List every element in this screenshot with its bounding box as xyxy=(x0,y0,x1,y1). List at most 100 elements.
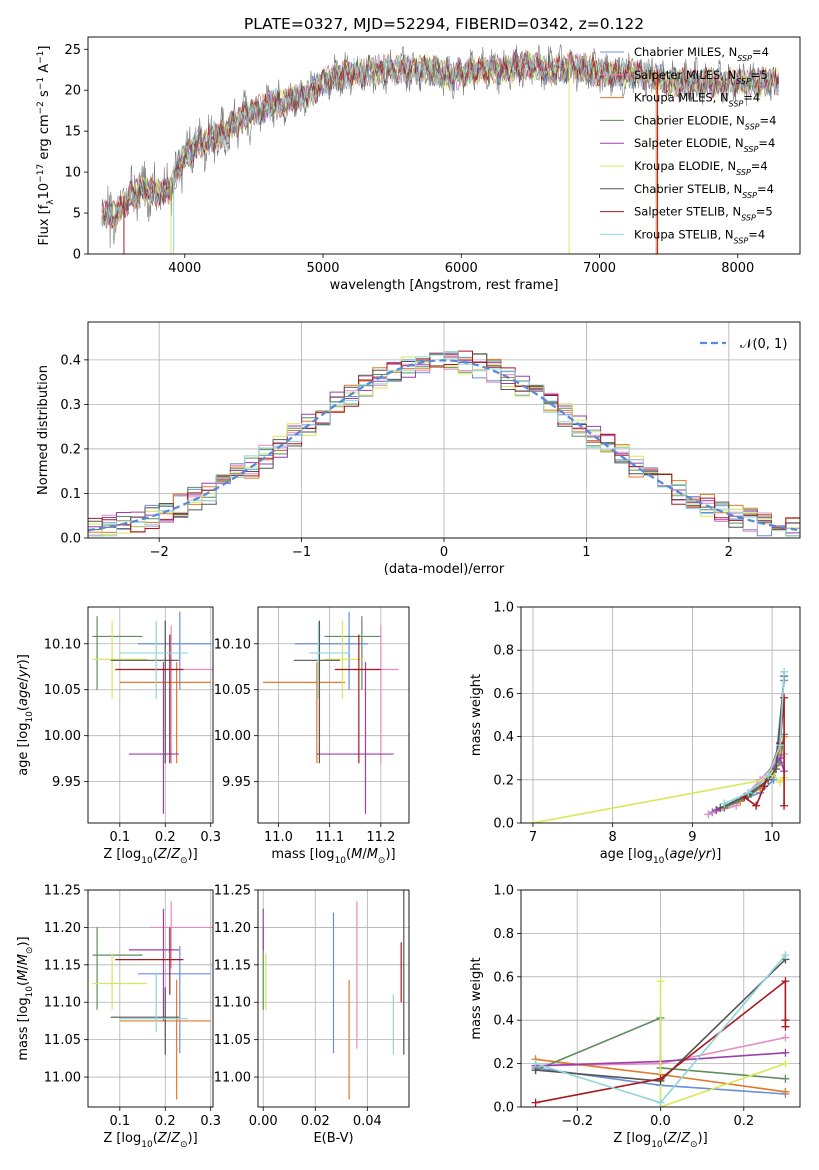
x-tick-label: −1 xyxy=(292,545,311,560)
y-tick-label: 0.4 xyxy=(493,730,514,745)
weight-marker xyxy=(781,1087,790,1096)
x-tick-label: 1 xyxy=(582,545,590,560)
y-tick-label: 11.20 xyxy=(44,921,81,936)
y-tick-label: 10.05 xyxy=(44,683,81,698)
y-axis-label: Normed distribution xyxy=(36,365,51,495)
x-tick-label: 0.1 xyxy=(109,1114,130,1129)
weight-marker xyxy=(780,801,789,810)
y-tick-label: 11.25 xyxy=(44,884,81,899)
x-tick-label: 0.0 xyxy=(650,1114,671,1129)
weight-line xyxy=(723,671,785,805)
y-tick-label: 1.0 xyxy=(493,884,514,899)
axes-frame xyxy=(257,889,410,1108)
axes-frame xyxy=(87,889,214,1108)
plot-area-age-vs-Z xyxy=(88,607,213,823)
x-tick-label: 11.1 xyxy=(315,830,344,845)
y-tick-label: 10.05 xyxy=(214,683,251,698)
legend-entry: 𝒩(0, 1) xyxy=(740,337,787,352)
axes-frame xyxy=(87,606,214,824)
axes-frame xyxy=(87,36,801,255)
x-tick-label: 0 xyxy=(440,545,448,560)
y-tick-label: 5 xyxy=(73,207,81,222)
y-tick-label: 10.10 xyxy=(214,637,251,652)
x-tick-label: 6000 xyxy=(445,261,478,276)
y-axis-label: age [log10(age/yr)] xyxy=(16,654,35,776)
axes-frame xyxy=(520,889,801,1108)
panel-age-vs-mass: 11.0 11.1 11.2 9.95 10.00 10.05 10.10 mass [log… xyxy=(214,606,410,866)
normal-curve xyxy=(88,359,798,532)
x-axis-label: age [log10(age/yr)] xyxy=(600,847,722,866)
x-tick-label: 0.1 xyxy=(109,830,130,845)
y-tick-label: 10 xyxy=(64,166,81,181)
x-tick-label: −2 xyxy=(150,545,169,560)
y-tick-label: 11.15 xyxy=(44,958,81,973)
y-tick-label: 0.1 xyxy=(60,487,81,502)
y-tick-label: 11.25 xyxy=(214,884,251,899)
y-tick-label: 11.05 xyxy=(214,1033,251,1048)
panel-weight-vs-age: 7 8 9 10 0.0 0.2 0.4 0.6 0.8 1.0 age [log10(age/yr… xyxy=(469,601,801,866)
y-tick-label: 1.0 xyxy=(493,601,514,616)
y-tick-label: 20 xyxy=(64,84,81,99)
x-tick-label: 8000 xyxy=(721,261,754,276)
y-tick-label: 0.2 xyxy=(493,1057,514,1072)
x-axis-label: (data-model)/error xyxy=(384,562,505,577)
x-tick-label: 0.00 xyxy=(249,1114,278,1129)
y-tick-label: 0.6 xyxy=(493,970,514,985)
x-tick-label: 0.2 xyxy=(155,1114,176,1129)
y-tick-label: 0.4 xyxy=(60,353,81,368)
weight-marker xyxy=(656,1098,665,1107)
y-tick-label: 11.00 xyxy=(214,1071,251,1086)
plot-area-age-vs-mass xyxy=(258,607,409,823)
y-tick-label: 0.0 xyxy=(60,532,81,547)
x-tick-label: 0.2 xyxy=(733,1114,754,1129)
weight-marker xyxy=(528,819,537,823)
panel-spectrum: 4000 5000 6000 7000 8000 0 5 10 15 20 25 wavelength… xyxy=(36,36,801,293)
x-tick-label: 11.2 xyxy=(366,830,395,845)
weight-marker xyxy=(716,803,725,812)
weight-marker xyxy=(776,741,785,750)
y-axis-label: mass weight xyxy=(469,957,484,1039)
x-axis-label: Z [log10(Z/Z⊙)] xyxy=(103,847,197,866)
weight-marker xyxy=(776,777,785,786)
panel-age-vs-Z: 0.1 0.2 0.3 9.95 10.00 10.05 10.10 Z [log10(Z/Z… xyxy=(16,606,221,866)
plot-area-weight-vs-age xyxy=(521,607,800,823)
legend-entry: Kroupa ELODIE, NSSP=4 xyxy=(634,159,768,177)
weight-marker xyxy=(744,788,753,797)
weight-marker xyxy=(656,977,665,986)
weight-marker xyxy=(752,801,761,810)
y-tick-label: 10.00 xyxy=(214,729,251,744)
x-tick-label: 10 xyxy=(764,830,781,845)
y-tick-label: 11.05 xyxy=(44,1033,81,1048)
y-tick-label: 0.2 xyxy=(60,442,81,457)
y-tick-label: 11.10 xyxy=(214,996,251,1011)
weight-marker xyxy=(764,771,773,780)
residual-histogram xyxy=(88,350,800,533)
legend-entry: Salpeter MILES, NSSP=5 xyxy=(634,68,768,86)
y-tick-label: 0.0 xyxy=(493,1101,514,1116)
weight-marker xyxy=(781,1033,790,1042)
weight-marker xyxy=(531,1098,540,1107)
y-tick-label: 0.8 xyxy=(493,927,514,942)
plot-area-mass-vs-ebv xyxy=(258,890,409,1107)
x-tick-label: 9 xyxy=(688,830,696,845)
plot-area-mass-vs-Z xyxy=(88,890,213,1107)
x-tick-label: 8 xyxy=(609,830,617,845)
y-tick-label: 10.10 xyxy=(44,637,81,652)
panel-mass-vs-ebv: 0.00 0.02 0.04 11.00 11.05 11.10 11.15 11.20 11.… xyxy=(214,884,410,1146)
x-axis-label: Z [log10(Z/Z⊙)] xyxy=(613,1131,707,1150)
y-axis-label: mass [log10(M/M⊙)] xyxy=(16,936,35,1060)
plot-area-residuals xyxy=(88,322,800,538)
y-tick-label: 10.00 xyxy=(44,729,81,744)
x-tick-label: 7 xyxy=(529,830,537,845)
spectrum-model-line xyxy=(101,50,779,226)
y-tick-label: 0.2 xyxy=(493,773,514,788)
x-tick-label: 0.2 xyxy=(155,830,176,845)
weight-marker xyxy=(704,810,713,819)
weight-marker xyxy=(781,1059,790,1068)
weight-marker xyxy=(531,1059,540,1068)
y-tick-label: 11.00 xyxy=(44,1071,81,1086)
panel-residuals: −2 −1 0 1 2 0.0 0.1 0.2 0.3 0.4 (data-model)/error… xyxy=(36,321,801,577)
weight-marker xyxy=(760,782,769,791)
legend-entry: Chabrier ELODIE, NSSP=4 xyxy=(634,113,776,130)
legend-entry: Chabrier STELIB, NSSP=4 xyxy=(634,182,774,200)
